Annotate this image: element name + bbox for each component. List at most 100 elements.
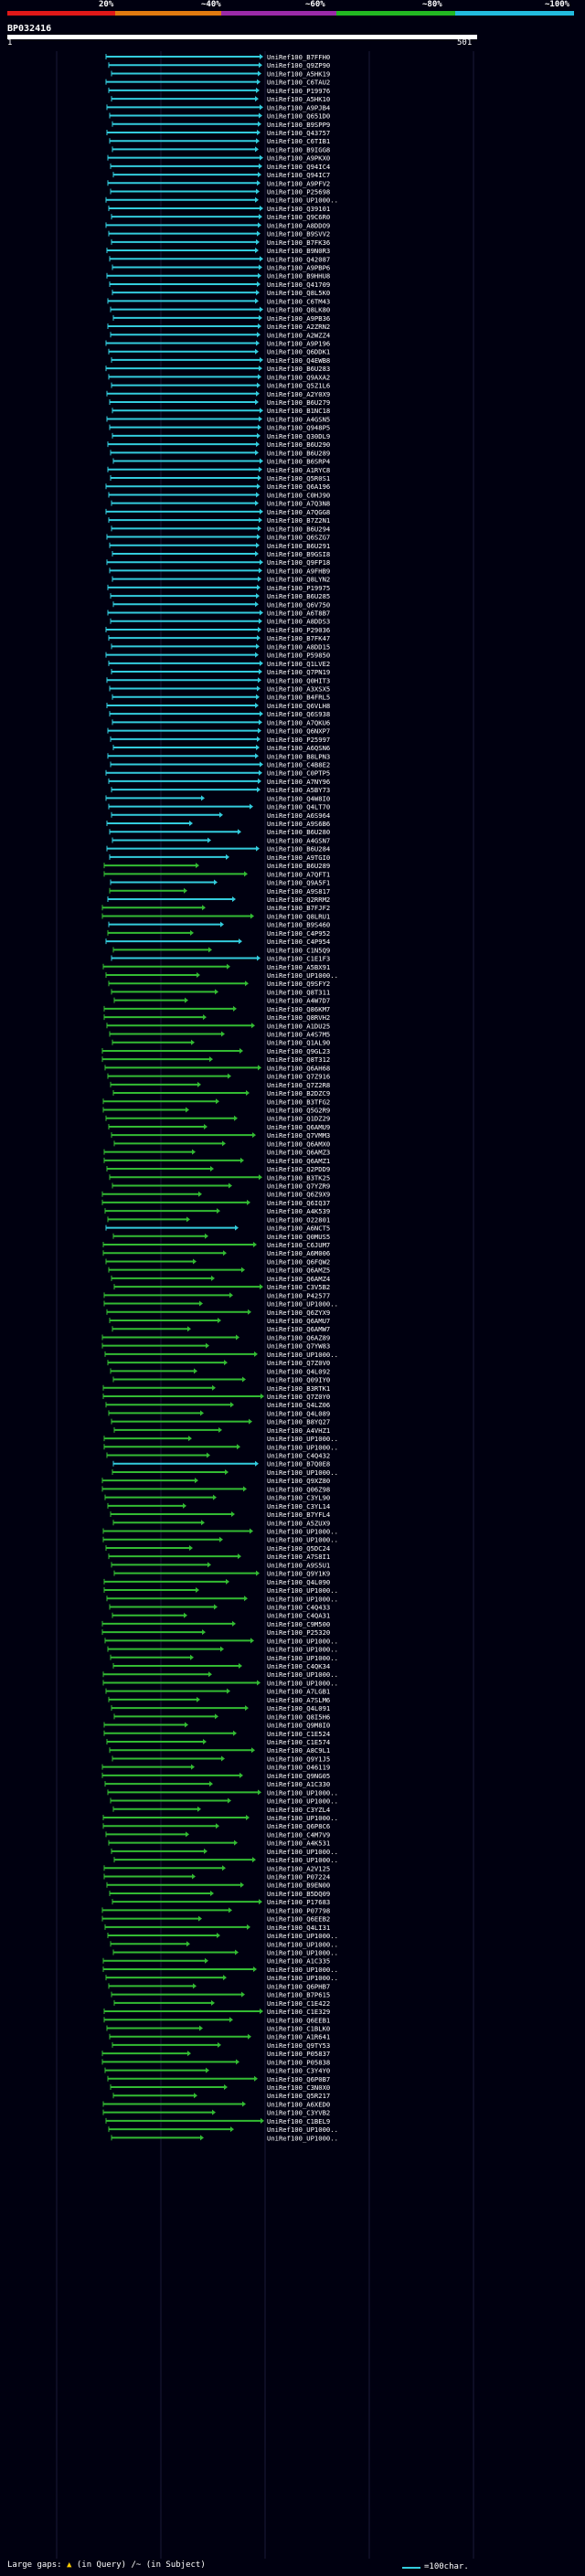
hit-end-arrow [206, 1342, 209, 1349]
hit-label: UniRef100_Q8LRU1 [267, 912, 330, 920]
hit-label: UniRef100_A9PFV2 [267, 179, 330, 187]
hit-label: UniRef100_P07798 [267, 1906, 330, 1914]
hit-end-arrow [186, 1941, 190, 1947]
hit-end-arrow [200, 2135, 204, 2141]
hit-label: UniRef100_B7FFH0 [267, 53, 330, 61]
hit-end-arrow [211, 1275, 215, 1281]
hit-row: UniRef100_Q4L090 [103, 1578, 330, 1586]
hit-label: UniRef100_Q9Y1J5 [267, 1754, 330, 1763]
hit-end-arrow [255, 96, 259, 102]
hit-end-arrow [259, 669, 262, 675]
hit-end-arrow [199, 2025, 203, 2031]
hit-row: UniRef100_Q6IQ37 [101, 1199, 330, 1207]
hit-row: UniRef100_P17683 [112, 1898, 330, 1906]
hit-label: UniRef100_P25320 [267, 1628, 330, 1637]
hit-end-arrow [192, 1149, 196, 1155]
hit-end-arrow [221, 1755, 225, 1762]
hit-end-arrow [260, 559, 263, 566]
hit-label: UniRef100_P25698 [267, 188, 330, 196]
hit-row: UniRef100_UP1000.. [112, 1468, 338, 1477]
hit-row: UniRef100_A3XSX5 [109, 685, 330, 694]
hit-row: UniRef100_A5HK10 [111, 95, 330, 103]
hit-label: UniRef100_A7LGB1 [267, 1688, 330, 1696]
hit-end-arrow [193, 1983, 197, 1989]
hit-end-arrow [207, 1562, 211, 1568]
hit-end-arrow [260, 711, 263, 717]
hit-end-arrow [225, 1468, 229, 1475]
hit-end-arrow [244, 871, 248, 877]
hit-label: UniRef100_Q6AH68 [267, 1064, 330, 1072]
hit-end-arrow [250, 1638, 254, 1644]
hit-label: UniRef100_Q6AMZ4 [267, 1275, 330, 1283]
hit-row: UniRef100_A5BX91 [102, 963, 330, 971]
hit-end-arrow [260, 356, 263, 363]
hit-end-arrow [250, 913, 254, 919]
hit-end-arrow [260, 256, 263, 262]
hit-row: UniRef100_UP1000.. [107, 1932, 338, 1940]
hit-end-arrow [195, 1478, 198, 1484]
hit-label: UniRef100_B6U294 [267, 525, 330, 533]
hit-end-arrow [258, 525, 261, 532]
hit-row: UniRef100_Q6AMU7 [109, 1317, 330, 1325]
hit-row: UniRef100_A6S964 [111, 811, 330, 820]
hit-end-arrow [253, 1966, 257, 1972]
hit-end-arrow [259, 62, 262, 69]
hit-end-arrow [207, 1452, 210, 1458]
hit-end-arrow [250, 1528, 253, 1534]
hit-end-arrow [257, 736, 261, 742]
hit-label: UniRef100_Q9M8I0 [267, 1722, 330, 1730]
hit-label: UniRef100_A8DD15 [267, 642, 330, 651]
hit-label: UniRef100_Q7Z0Y0 [267, 1393, 330, 1401]
hit-label: UniRef100_Q94IC7 [267, 171, 330, 179]
hit-end-arrow [185, 1722, 188, 1728]
hit-label: UniRef100_C9M500 [267, 1620, 330, 1628]
hit-end-arrow [230, 1402, 234, 1408]
hit-label: UniRef100_O46119 [267, 1764, 330, 1772]
hit-end-arrow [256, 1570, 260, 1576]
hit-end-arrow [256, 188, 260, 195]
hit-row: UniRef100_Q41709 [109, 281, 330, 289]
in-subject-label: /~ (in Subject) [131, 2560, 206, 2570]
hit-end-arrow [257, 534, 261, 540]
hit-row: UniRef100_A8DDS3 [110, 618, 330, 626]
hit-row: UniRef100_A6M006 [102, 1249, 330, 1257]
hit-row: UniRef100_P19975 [107, 584, 330, 592]
hit-row: UniRef100_B7FJF2 [101, 904, 330, 912]
hit-row: UniRef100_Q4L089 [108, 1409, 330, 1417]
hit-label: UniRef100_Q6IQ37 [267, 1199, 330, 1207]
hit-label: UniRef100_B7Q0E8 [267, 1460, 330, 1468]
hit-row: UniRef100_A2ZRN2 [107, 323, 330, 331]
hit-label: UniRef100_A5BX91 [267, 963, 330, 971]
hit-row: UniRef100_B8YQ27 [111, 1418, 330, 1426]
scale-segment-purple [221, 11, 336, 16]
hit-label: UniRef100_Q06Z98 [267, 1485, 330, 1493]
hit-row: UniRef100_Q6EEB2 [101, 1915, 330, 1924]
hit-label: UniRef100_Q7Z916 [267, 1073, 330, 1081]
hit-end-arrow [259, 719, 262, 726]
hit-label: UniRef100_B8YQ27 [267, 1418, 330, 1426]
hit-end-arrow [203, 1739, 207, 1744]
hit-end-arrow [233, 1005, 237, 1012]
hit-label: UniRef100_Q9Y1K9 [267, 1570, 330, 1578]
hit-row: UniRef100_Q4LZ06 [105, 1401, 330, 1409]
hit-row: UniRef100_P05837 [101, 2050, 330, 2058]
hit-row: UniRef100_C0HJ90 [108, 491, 330, 499]
hit-label: UniRef100_A2V125 [267, 1864, 330, 1872]
hit-end-arrow [255, 500, 259, 506]
hit-row: UniRef100_Q8LYN2 [112, 576, 330, 584]
hit-row: UniRef100_Q09IY0 [112, 1376, 330, 1384]
hit-label: UniRef100_Q7YW83 [267, 1342, 330, 1351]
hit-label: UniRef100_C3YL14 [267, 1502, 330, 1511]
hit-label: UniRef100_UP1000.. [267, 1536, 338, 1544]
hit-label: UniRef100_C1E1F3 [267, 955, 330, 963]
hit-label: UniRef100_Q6DDK1 [267, 348, 330, 356]
hit-row: UniRef100_Q9XZ80 [101, 1477, 330, 1485]
hit-label: UniRef100_A5ZUX9 [267, 1519, 330, 1527]
hit-end-arrow [258, 778, 261, 784]
hit-end-arrow [224, 2084, 228, 2091]
hit-label: UniRef100_Q1LVE2 [267, 660, 330, 668]
hit-end-arrow [258, 727, 261, 734]
hit-row: UniRef100_P25997 [110, 736, 330, 744]
hit-row: UniRef100_Q4EWB8 [111, 356, 330, 365]
hit-row: UniRef100_C4QK34 [112, 1662, 330, 1670]
